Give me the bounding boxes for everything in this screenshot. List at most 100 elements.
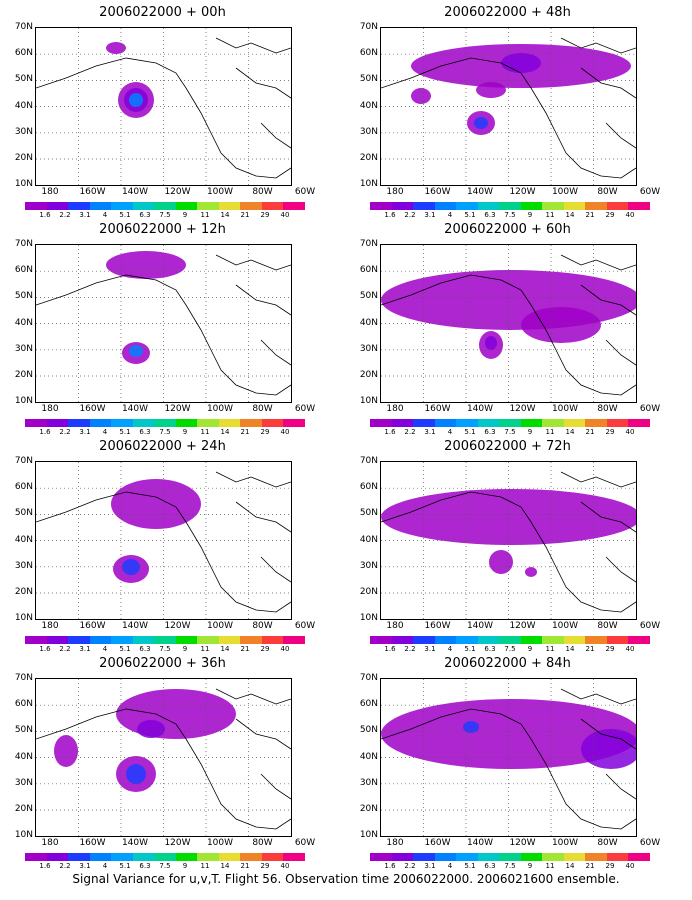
colorbar-swatch (46, 853, 69, 861)
colorbar-swatch (132, 853, 155, 861)
colorbar-swatch (456, 419, 478, 427)
colorbar-label: 3.1 (424, 211, 436, 219)
colorbar-label: 5.1 (119, 645, 131, 653)
lat-label: 50N (14, 725, 33, 736)
colorbar-swatch (477, 853, 500, 861)
colorbar-label: 14 (565, 862, 575, 870)
lon-label: 60W (639, 838, 661, 848)
colorbar-swatch (283, 419, 305, 427)
variance-contour (111, 479, 201, 529)
colorbar-label: 7.5 (159, 211, 171, 219)
colorbar-swatch (218, 636, 241, 644)
lat-label: 40N (14, 317, 33, 328)
colorbar-swatch (563, 419, 586, 427)
lat-label: 10N (359, 613, 378, 624)
colorbar-label: 2.2 (59, 645, 71, 653)
lon-label: 80W (597, 187, 618, 197)
colorbar-label: 6.3 (484, 645, 496, 653)
colorbar-swatch (132, 636, 155, 644)
map-area (380, 461, 637, 620)
colorbar-swatch (585, 419, 607, 427)
lon-label: 160W (424, 404, 451, 414)
colorbar-label: 11 (545, 645, 555, 653)
colorbar-swatch (606, 853, 629, 861)
lon-label: 120W (164, 404, 191, 414)
lon-label: 100W (551, 621, 579, 631)
colorbar-swatch (542, 853, 564, 861)
colorbar-swatch (434, 636, 457, 644)
map-panel: 2006022000 + 36h 70N 60N 50N 40N 30N 20N 10N 180… (5, 656, 335, 871)
lon-label: 100W (206, 187, 234, 197)
colorbar-label: 11 (200, 211, 210, 219)
colorbar-label: 4 (102, 862, 108, 870)
colorbar-label: 11 (200, 428, 210, 436)
colorbar-swatch (606, 419, 629, 427)
colorbar-label: 1.6 (384, 645, 396, 653)
map-panel: 2006022000 + 12h 70N 60N 50N 40N 30N 20N 10N 180… (5, 222, 335, 437)
lon-label: 140W (466, 621, 494, 631)
colorbar-label: 1.6 (384, 862, 396, 870)
colorbar-swatch (218, 202, 241, 210)
lon-label: 140W (121, 404, 149, 414)
colorbar-label: 5.1 (119, 211, 131, 219)
colorbar-swatch (456, 636, 478, 644)
colorbar-label: 14 (220, 645, 230, 653)
lat-label: 10N (14, 179, 33, 190)
lat-label: 60N (14, 482, 33, 493)
coastline (381, 688, 636, 830)
colorbar-label: 6.3 (139, 862, 151, 870)
colorbar-label: 7.5 (504, 645, 516, 653)
colorbar-swatch (240, 636, 262, 644)
colorbar-label: 2.2 (59, 862, 71, 870)
colorbar-label: 9 (527, 428, 533, 436)
colorbar-label: 1.6 (39, 428, 51, 436)
lat-label: 40N (14, 100, 33, 111)
colorbar-label: 6.3 (139, 428, 151, 436)
lon-label: 100W (551, 187, 579, 197)
colorbar-label: 40 (280, 211, 290, 219)
lon-label: 60W (639, 404, 661, 414)
colorbar-swatch (25, 202, 47, 210)
colorbar-label: 4 (447, 645, 453, 653)
colorbar-swatch (542, 636, 564, 644)
colorbar-swatch (413, 202, 435, 210)
colorbar-swatch (111, 419, 133, 427)
colorbar-swatch (499, 636, 521, 644)
colorbar (25, 636, 305, 644)
lat-label: 30N (14, 777, 33, 788)
map-area (380, 678, 637, 837)
lon-label: 80W (252, 838, 273, 848)
lat-label: 70N (14, 673, 33, 683)
colorbar-swatch (606, 636, 629, 644)
map-svg (381, 245, 636, 402)
colorbar-label: 9 (527, 862, 533, 870)
variance-contour (463, 721, 479, 733)
lat-label: 50N (14, 508, 33, 519)
lon-label: 80W (597, 838, 618, 848)
lat-label: 10N (359, 396, 378, 407)
colorbar-swatch (175, 419, 198, 427)
map-panel: 2006022000 + 60h 70N 60N 50N 40N 30N 20N 10N 180… (350, 222, 680, 437)
lon-label: 140W (121, 621, 149, 631)
lat-label: 70N (14, 456, 33, 466)
colorbar-label: 6.3 (484, 862, 496, 870)
variance-contour (137, 720, 165, 738)
lat-label: 10N (359, 830, 378, 841)
coastline (36, 688, 291, 830)
colorbar-swatch (68, 853, 90, 861)
colorbar-swatch (456, 202, 478, 210)
lat-label: 40N (359, 317, 378, 328)
lat-label: 60N (359, 48, 378, 59)
colorbar-label: 11 (200, 862, 210, 870)
lon-label: 180 (41, 838, 59, 848)
lat-label: 20N (14, 804, 33, 814)
variance-contour (476, 82, 506, 98)
lat-label: 30N (359, 777, 378, 788)
lon-label: 160W (424, 621, 451, 631)
colorbar-swatch (413, 636, 435, 644)
colorbar-label: 40 (625, 862, 635, 870)
colorbar-label: 29 (260, 428, 270, 436)
lon-label: 160W (79, 404, 106, 414)
map-svg (381, 679, 636, 836)
lon-label: 120W (164, 187, 191, 197)
